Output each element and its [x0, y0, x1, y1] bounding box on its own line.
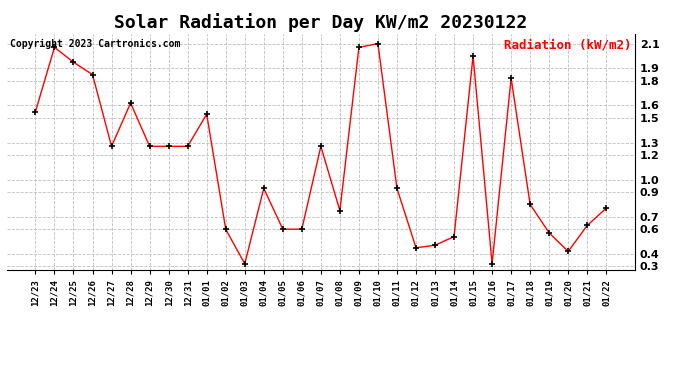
Text: Radiation (kW/m2): Radiation (kW/m2): [504, 39, 631, 51]
Title: Solar Radiation per Day KW/m2 20230122: Solar Radiation per Day KW/m2 20230122: [115, 13, 527, 32]
Text: Copyright 2023 Cartronics.com: Copyright 2023 Cartronics.com: [10, 39, 180, 48]
